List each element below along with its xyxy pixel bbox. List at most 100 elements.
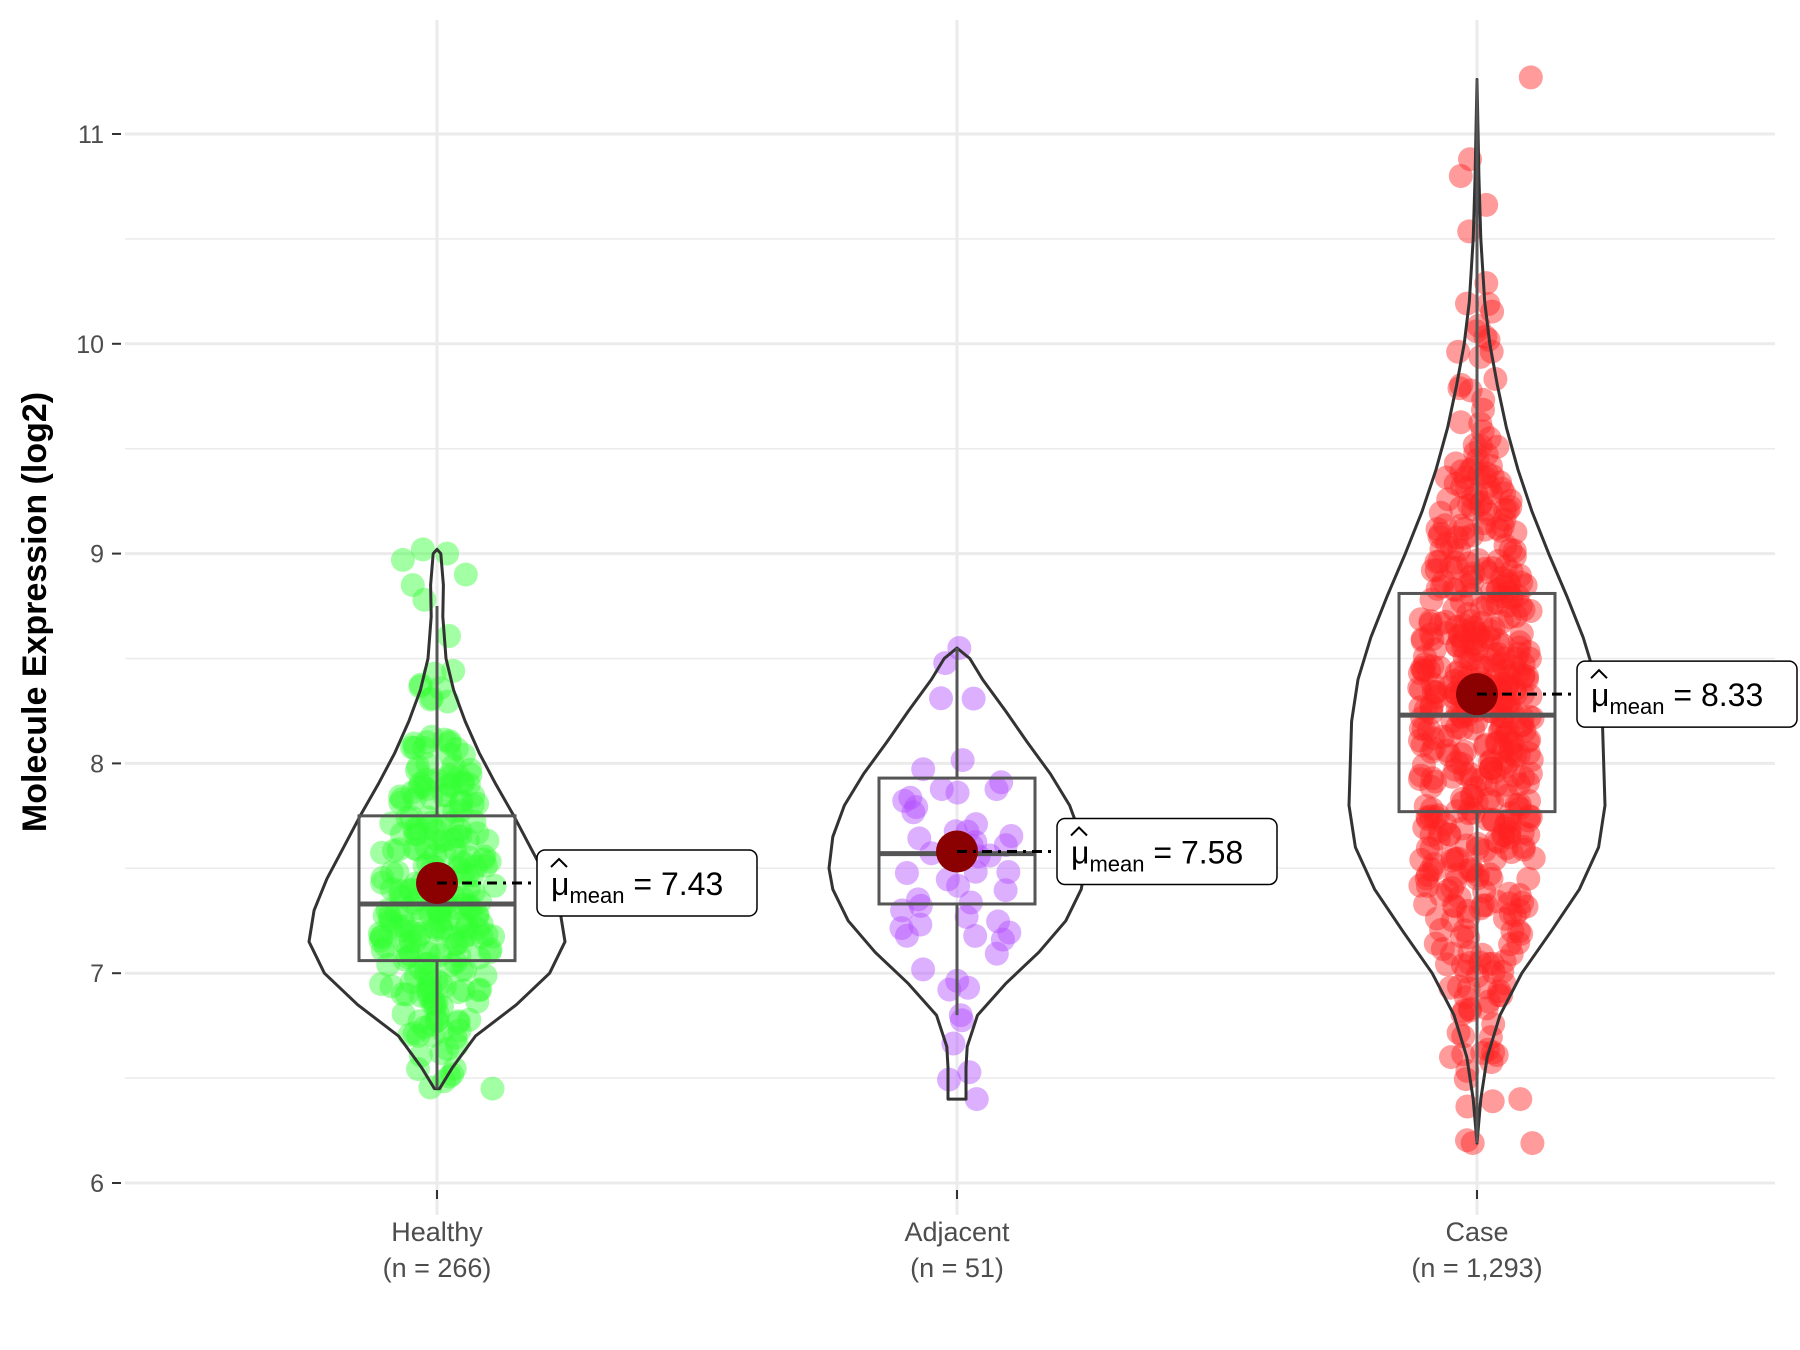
data-point	[409, 983, 433, 1008]
data-point	[1490, 959, 1515, 984]
data-point	[1444, 715, 1469, 740]
data-point	[1491, 573, 1516, 598]
data-point	[1508, 594, 1533, 619]
data-point	[1509, 570, 1534, 595]
data-point	[1462, 776, 1487, 801]
data-point	[1496, 749, 1521, 774]
data-point	[1451, 634, 1475, 659]
data-point	[453, 957, 477, 982]
data-point	[1415, 836, 1440, 861]
data-point	[1489, 476, 1514, 501]
data-point	[468, 977, 493, 1002]
y-tick-label: 7	[90, 960, 104, 988]
data-point	[1514, 894, 1539, 919]
x-tick-label: Case	[1445, 1217, 1508, 1247]
data-point	[403, 822, 428, 847]
data-point	[1484, 731, 1509, 756]
box-healthy	[357, 814, 517, 963]
data-point	[1518, 599, 1543, 623]
data-point	[1454, 959, 1479, 984]
data-point	[1460, 859, 1485, 884]
data-point	[1412, 652, 1437, 677]
data-point	[1460, 632, 1485, 657]
data-point	[1420, 672, 1445, 696]
data-point	[1511, 652, 1536, 677]
data-point	[379, 811, 404, 836]
data-point	[1497, 572, 1522, 597]
data-point	[1420, 558, 1445, 583]
data-point	[1446, 339, 1471, 364]
data-point	[1408, 607, 1433, 632]
data-point	[1501, 654, 1526, 679]
x-tick-label: Healthy	[391, 1217, 483, 1247]
data-point	[1429, 883, 1454, 908]
data-point	[472, 844, 497, 869]
data-point	[1498, 495, 1523, 520]
data-point	[1494, 724, 1519, 749]
data-point	[1486, 830, 1511, 855]
data-point	[1440, 848, 1465, 873]
data-point	[390, 918, 415, 943]
data-point	[1498, 488, 1523, 513]
data-point	[950, 748, 975, 773]
data-point	[388, 878, 413, 903]
data-point	[407, 1009, 432, 1034]
data-point-outlier	[435, 541, 460, 566]
data-point	[370, 870, 395, 895]
data-point	[929, 686, 953, 711]
data-point	[1485, 578, 1510, 603]
data-point	[1499, 801, 1523, 826]
data-point	[1468, 896, 1493, 921]
data-point	[449, 957, 474, 982]
data-point	[481, 924, 506, 949]
data-point	[1495, 569, 1520, 594]
data-point	[1460, 486, 1485, 511]
data-point	[1443, 471, 1468, 496]
data-point	[369, 972, 394, 997]
data-point	[448, 824, 473, 849]
data-point	[465, 989, 490, 1014]
data-point	[428, 676, 452, 701]
data-point	[424, 818, 449, 843]
data-point	[1469, 596, 1494, 621]
data-point	[1515, 664, 1540, 689]
data-point	[1490, 823, 1515, 848]
data-point	[1480, 789, 1505, 814]
data-point	[1507, 919, 1531, 944]
data-point	[1468, 344, 1493, 369]
data-point	[437, 765, 462, 790]
data-point	[1456, 602, 1481, 626]
data-point	[1424, 685, 1449, 710]
data-point	[451, 978, 476, 1003]
data-point	[368, 928, 393, 953]
data-point	[1490, 713, 1515, 738]
data-point	[1479, 866, 1504, 891]
data-point	[408, 771, 433, 796]
data-point	[1502, 763, 1527, 788]
data-point	[447, 1018, 472, 1043]
data-point	[1476, 292, 1501, 316]
data-point	[1458, 761, 1482, 786]
data-point	[402, 816, 427, 841]
data-point	[370, 865, 395, 890]
data-point	[1518, 684, 1543, 709]
data-point	[423, 917, 448, 942]
data-point	[1470, 893, 1495, 918]
data-point	[437, 624, 461, 648]
data-point	[1474, 996, 1499, 1021]
data-point	[457, 1007, 482, 1032]
data-point	[402, 735, 427, 760]
data-point	[1473, 324, 1498, 349]
data-point	[1466, 621, 1491, 646]
data-point	[1448, 495, 1473, 520]
data-point	[1515, 667, 1539, 692]
data-point	[1472, 734, 1497, 759]
data-point	[1428, 521, 1453, 546]
data-point	[1498, 901, 1523, 926]
data-point	[1497, 663, 1522, 688]
data-point	[387, 913, 411, 938]
data-point	[439, 953, 464, 977]
data-point	[1407, 676, 1432, 700]
data-point	[1450, 790, 1475, 815]
data-point	[397, 1022, 422, 1047]
